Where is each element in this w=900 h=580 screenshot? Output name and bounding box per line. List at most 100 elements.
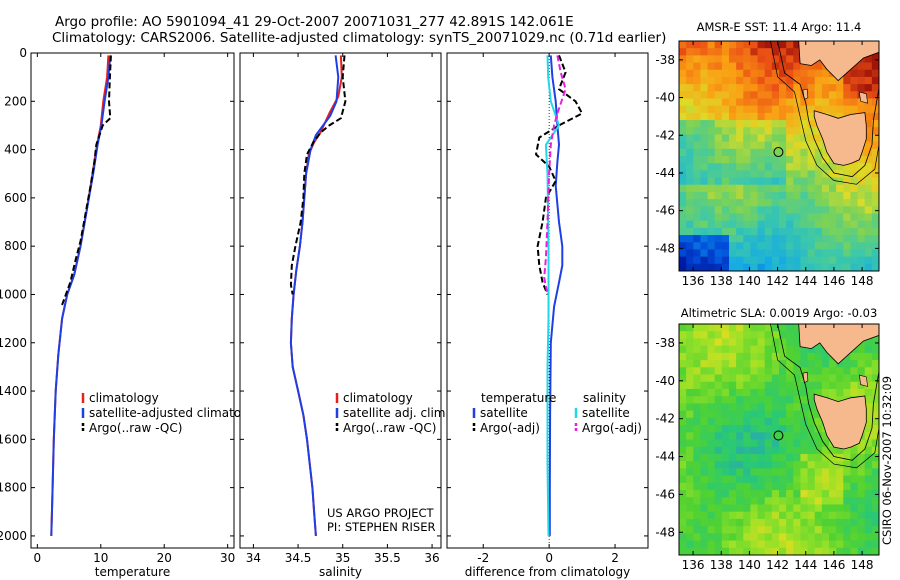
map-cell [829, 461, 837, 469]
map-cell [807, 98, 816, 107]
map-cell [736, 156, 744, 164]
map-cell [736, 526, 744, 534]
map-cell [686, 76, 694, 85]
map-cell [821, 468, 830, 477]
map-cell [786, 213, 794, 222]
map-cell [729, 98, 737, 107]
map-cell [729, 120, 737, 128]
map-cell [721, 388, 730, 397]
map-cell [686, 504, 694, 513]
map-cell [779, 84, 787, 92]
map-cell [843, 547, 852, 555]
map-cell [871, 213, 879, 222]
map-cell [679, 453, 687, 462]
map-cell [707, 91, 716, 100]
shelf-contour [777, 324, 879, 461]
map-cell [764, 105, 773, 114]
map-cell [843, 235, 852, 243]
map-cell [721, 540, 730, 549]
map-cell [843, 367, 852, 376]
map-cell [714, 417, 723, 426]
map-cell [757, 112, 766, 121]
map-cell [750, 148, 759, 157]
map-cell [707, 360, 716, 368]
map-cell [743, 417, 752, 426]
map-cell [721, 461, 730, 469]
map-cell [829, 504, 837, 513]
map-cell [829, 256, 837, 265]
map-cell [721, 69, 730, 78]
map-cell [743, 360, 752, 368]
map-cell [721, 163, 730, 171]
map-cell [857, 62, 866, 71]
y-tick-label: 200 [4, 94, 27, 108]
map-cell [686, 338, 694, 347]
map-cell [750, 331, 759, 340]
map-cell [679, 526, 687, 534]
map-cell [743, 504, 752, 513]
map-cell [686, 206, 694, 215]
map-cell [807, 504, 816, 513]
map-cell [779, 381, 787, 390]
map-cell [814, 410, 823, 419]
map-cell [686, 360, 694, 368]
map-cell [836, 497, 844, 506]
map-cell [679, 148, 687, 157]
map-cell [700, 69, 709, 78]
map-cell [686, 374, 694, 383]
map-cell [721, 120, 730, 128]
map-cell [700, 432, 709, 441]
map-cell [764, 425, 773, 433]
map-cell [693, 410, 702, 419]
map-cell [686, 396, 694, 405]
map-cell [871, 127, 879, 136]
map-cell [729, 62, 737, 71]
map-cell [764, 213, 773, 222]
map-cell [864, 98, 873, 107]
map-cell [764, 170, 773, 179]
map-cell [764, 199, 773, 207]
map-cell [771, 417, 780, 426]
map-cell [729, 199, 737, 207]
map-cell [843, 263, 852, 271]
map-cell [814, 220, 823, 229]
map-cell [679, 388, 687, 397]
map-cell [857, 540, 866, 549]
map-cell [743, 177, 752, 186]
map-cell [693, 432, 702, 441]
map-cell [679, 213, 687, 222]
mainland-land [798, 324, 879, 365]
map-cell [686, 403, 694, 412]
map-cell [793, 41, 802, 49]
map-cell [779, 112, 787, 121]
map-cell [779, 338, 787, 347]
map-cell [764, 446, 773, 455]
map-cell [743, 403, 752, 412]
map-cell [871, 526, 879, 534]
map-cell [729, 148, 737, 157]
map-cell [729, 410, 737, 419]
map-cell [771, 213, 780, 222]
map-cell [721, 360, 730, 368]
map-y-tick-label: -38 [655, 336, 675, 350]
map-cell [686, 417, 694, 426]
map-cell [714, 360, 723, 368]
map-cell [793, 227, 802, 236]
map-cell [871, 547, 879, 555]
map-cell [800, 112, 809, 121]
map-cell [843, 177, 852, 186]
mainland-land [798, 41, 879, 82]
map-cell [864, 533, 873, 542]
map-cell [864, 504, 873, 513]
map-cell [836, 482, 844, 491]
map-cell [707, 453, 716, 462]
map-cell [779, 177, 787, 186]
map-cell [686, 148, 694, 157]
map-cell [843, 490, 852, 498]
map-cell [807, 105, 816, 114]
map-cell [814, 367, 823, 376]
map-cell [743, 345, 752, 354]
map-cell [743, 432, 752, 441]
map-cell [786, 62, 794, 71]
